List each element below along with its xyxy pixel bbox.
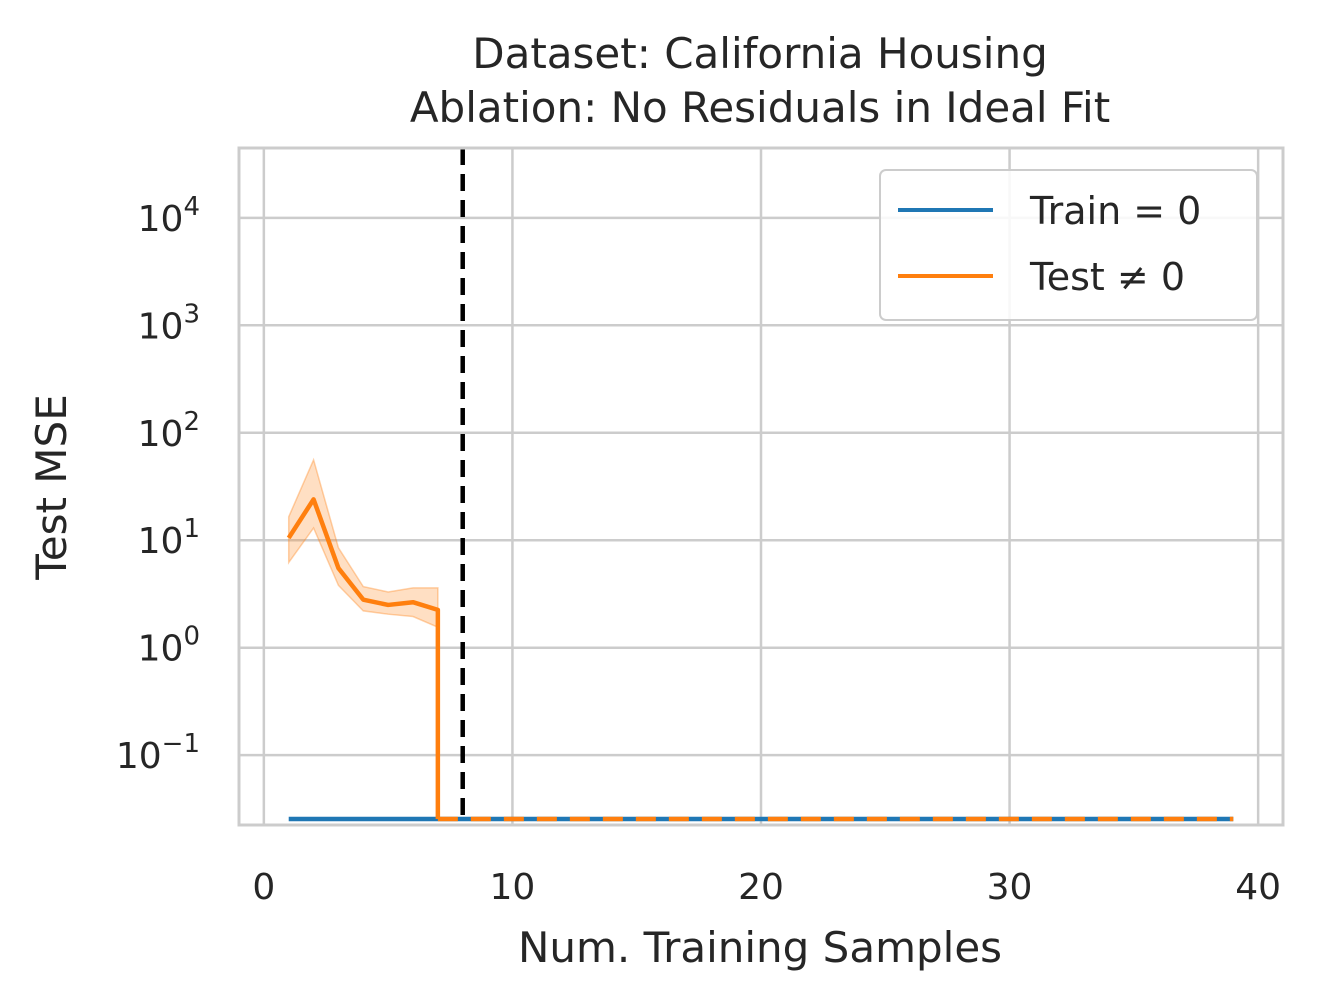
plot-frame [237,146,1285,827]
legend-label-train: Train = 0 [1029,189,1201,233]
x-tick-label: 0 [252,867,275,908]
x-tick-label: 30 [987,867,1033,908]
x-axis-label: Num. Training Samples [518,923,1002,972]
series-layer [286,457,1234,822]
test-series-line [286,497,441,819]
chart-subtitle: Ablation: No Residuals in Ideal Fit [410,83,1110,132]
legend: Train = 0 Test ≠ 0 [879,169,1258,321]
chart-title: Dataset: California Housing [472,29,1048,78]
x-tick-label: 20 [738,867,784,908]
x-tick-label: 40 [1235,867,1281,908]
y-axis-label: Test MSE [27,394,76,581]
y-tick-label: 104 [138,192,200,240]
grid-lines [239,148,1283,825]
legend-box [879,169,1258,321]
y-tick-label: 100 [138,622,200,670]
y-tick-label: 10−1 [116,729,200,777]
legend-label-test: Test ≠ 0 [1029,255,1185,299]
y-tick-label: 102 [138,407,200,455]
x-tick-labels: 0 10 20 30 40 [252,867,1281,908]
y-tick-label: 103 [138,299,200,347]
x-tick-label: 10 [490,867,536,908]
y-tick-labels: 10−1 100 101 102 103 104 [116,192,200,777]
y-tick-label: 101 [138,514,200,562]
